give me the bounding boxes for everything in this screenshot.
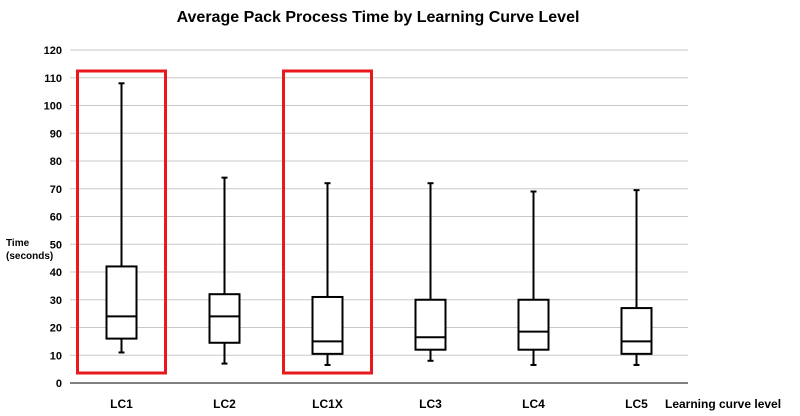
y-tick-label-50: 50 — [50, 239, 62, 251]
iqr-box-lc1x — [311, 295, 344, 355]
iqr-box-lc5 — [620, 307, 653, 355]
chart-title: Average Pack Process Time by Learning Cu… — [177, 9, 580, 26]
highlight-frame-lc1 — [76, 69, 167, 375]
box-lc4 — [517, 190, 550, 366]
y-tick-label-80: 80 — [50, 156, 62, 168]
highlight-frame-lc1x — [282, 69, 373, 375]
y-tick-label-40: 40 — [50, 267, 62, 279]
y-tick-label-100: 100 — [44, 101, 62, 113]
category-label-lc4: LC4 — [522, 397, 545, 411]
category-label-lc1: LC1 — [110, 397, 133, 411]
y-tick-label-120: 120 — [44, 45, 62, 57]
box-series — [105, 82, 653, 366]
y-axis-ticks: 0 10 20 30 40 50 60 70 80 90 100 110 120 — [44, 45, 62, 390]
box-lc3 — [414, 182, 447, 362]
gridlines — [70, 49, 688, 356]
y-tick-label-90: 90 — [50, 128, 62, 140]
y-tick-label-70: 70 — [50, 184, 62, 196]
y-tick-label-10: 10 — [50, 350, 62, 362]
category-label-lc5: LC5 — [625, 397, 648, 411]
category-label-lc3: LC3 — [419, 397, 442, 411]
y-tick-label-20: 20 — [50, 323, 62, 335]
iqr-box-lc1 — [105, 265, 138, 340]
y-axis-label-line-1: Time — [6, 238, 30, 249]
x-axis-categories: LC1 LC2 LC1X LC3 LC4 LC5 — [110, 397, 648, 411]
y-tick-label-0: 0 — [56, 378, 62, 390]
y-tick-label-60: 60 — [50, 212, 62, 224]
y-tick-label-30: 30 — [50, 295, 62, 307]
iqr-box-lc2 — [208, 293, 241, 344]
box-lc5 — [620, 189, 653, 366]
iqr-box-lc3 — [414, 298, 447, 351]
y-axis-label-line-2: (seconds) — [6, 251, 53, 262]
highlight-frames — [76, 69, 373, 375]
iqr-box-lc4 — [517, 298, 550, 351]
category-label-lc1x: LC1X — [312, 397, 343, 411]
x-axis-label: Learning curve level — [665, 397, 781, 411]
category-label-lc2: LC2 — [213, 397, 236, 411]
box-lc1x — [311, 182, 344, 366]
y-tick-label-110: 110 — [44, 73, 62, 85]
box-lc1 — [105, 82, 138, 354]
box-lc2 — [208, 176, 241, 365]
